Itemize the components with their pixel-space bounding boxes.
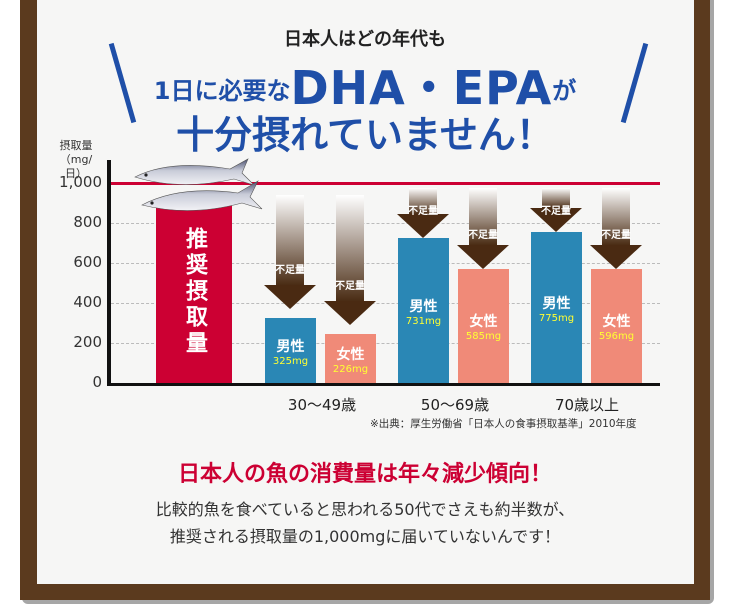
title-line-1: 1日に必要なDHA・EPAが [0, 52, 730, 118]
shortfall-label: 不足量 [541, 206, 571, 217]
shortfall-arrow: 不足量 [457, 188, 509, 269]
recommended-label: 推奨摂取量 [182, 227, 207, 357]
footer-headline: 日本人の魚の消費量は年々減少傾向！ [177, 462, 552, 487]
bar-female-30-49: 女性 226mg [325, 334, 376, 384]
subtitle: 日本人はどの年代も [284, 29, 446, 50]
male-value: 325mg [272, 355, 309, 367]
male-value: 775mg [538, 312, 575, 324]
shortfall-arrow: 不足量 [530, 188, 582, 232]
y-axis-label: 摂取量 （mg/日） [52, 139, 100, 181]
y-tick: 1,000 [59, 173, 102, 191]
bar-male-70-plus: 男性 775mg [531, 232, 582, 384]
y-axis-label-unit: （mg/日） [59, 153, 93, 180]
shortfall-label: 不足量 [275, 265, 305, 276]
x-axis [107, 383, 660, 386]
female-value: 585mg [465, 331, 502, 342]
y-tick: 600 [73, 253, 102, 271]
male-value: 731mg [405, 315, 442, 327]
y-tick: 200 [73, 333, 102, 351]
shortfall-arrow: 不足量 [590, 188, 642, 269]
gridline [111, 303, 660, 304]
y-axis-label-main: 摂取量 [59, 139, 93, 152]
shortfall-label: 不足量 [601, 230, 631, 241]
category-label: 50〜69歳 [420, 396, 490, 414]
gridline [111, 223, 660, 224]
shortfall-arrow: 不足量 [264, 195, 316, 309]
y-axis [107, 160, 111, 386]
footer-body-line-2: 推奨される摂取量の1,000mgに届いていないんです！ [169, 527, 561, 546]
recommended-reference-line [111, 182, 660, 185]
recommended-bar: 推奨摂取量 [156, 200, 232, 384]
bar-male-30-49: 男性 325mg [265, 318, 316, 384]
shortfall-label: 不足量 [408, 206, 438, 217]
bar-male-50-69: 男性 731mg [398, 238, 449, 384]
y-tick: 400 [73, 293, 102, 311]
gridline [111, 343, 660, 344]
shortfall-label: 不足量 [468, 230, 498, 241]
female-value: 596mg [598, 331, 635, 342]
male-label: 男性 [409, 298, 438, 315]
gridline [111, 263, 660, 264]
title-suffix: が [552, 77, 577, 105]
title-dha-epa: DHA・EPA [290, 61, 553, 115]
source-note: ※出典：厚生労働省「日本人の食事摂取基準」2010年度 [370, 418, 637, 430]
female-value: 226mg [332, 363, 369, 375]
male-label: 男性 [542, 295, 571, 312]
shortfall-arrow: 不足量 [397, 188, 449, 238]
shortfall-arrow: 不足量 [324, 195, 376, 325]
y-tick: 0 [92, 373, 102, 391]
shortfall-label: 不足量 [335, 281, 365, 292]
category-label: 30〜49歳 [287, 396, 357, 414]
y-tick: 800 [73, 213, 102, 231]
bar-female-50-69: 女性 585mg [458, 269, 509, 384]
fish-icon [134, 158, 263, 211]
title-line-2: 十分摂れていません！ [176, 113, 554, 157]
bar-female-70-plus: 女性 596mg [591, 269, 642, 384]
female-label: 女性 [469, 314, 498, 330]
female-label: 女性 [602, 314, 631, 330]
category-label: 70歳以上 [554, 396, 620, 414]
female-label: 女性 [336, 346, 365, 363]
footer-body-line-1: 比較的魚を食べていると思われる50代でさえも約半数が、 [155, 500, 575, 519]
paper-panel [37, 0, 694, 584]
footer-body: 比較的魚を食べていると思われる50代でさえも約半数が、 推奨される摂取量の1,0… [0, 496, 730, 550]
title-prefix: 1日に必要な [153, 77, 291, 105]
male-label: 男性 [276, 338, 305, 355]
